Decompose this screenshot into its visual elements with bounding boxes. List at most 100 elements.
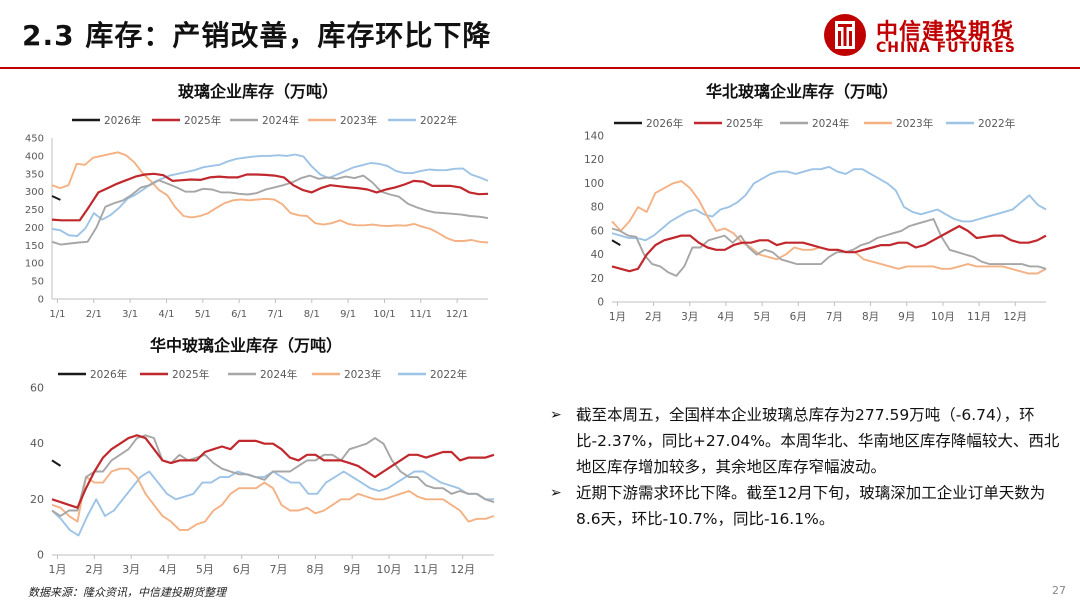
arrow-bullet-icon: ➢ [550, 485, 562, 501]
x-tick-label: 5/1 [195, 309, 211, 320]
data-source: 数据来源：隆众资讯，中信建投期货整理 [28, 586, 226, 599]
y-tick-label: 250 [25, 205, 44, 216]
x-tick-label: 2月 [645, 311, 662, 323]
y-tick-label: 40 [30, 437, 44, 450]
north-inventory-chart: 0 20 40 60 80 100 120 140 1月 2月 3月 4月 5月 6月 7月 8月 9月 10月 1… [584, 117, 1047, 323]
x-tick-label: 5月 [196, 563, 214, 576]
x-tick-label: 8月 [306, 563, 324, 576]
x-tick-label: 11月 [413, 563, 438, 576]
x-tick-label: 12月 [1003, 311, 1027, 323]
x-tick-label: 8/1 [304, 309, 320, 320]
y-tick-label: 0 [37, 549, 44, 562]
y-tick-label: 80 [591, 202, 604, 214]
legend-label: 2024年 [260, 368, 297, 381]
central-chart-title: 华中玻璃企业库存（万吨） [150, 336, 343, 355]
series-line-2026 [51, 459, 62, 467]
y-tick-label: 350 [25, 169, 44, 180]
series-line-2026 [51, 195, 61, 201]
y-tick-label: 100 [584, 178, 604, 190]
central-inventory-chart: 0 20 40 60 1月 2月 3月 4月 5月 6月 7月 8月 9月 10月 11月 12月 2026年 2… [30, 368, 495, 576]
y-tick-label: 60 [30, 382, 44, 395]
y-tick-label: 150 [25, 241, 44, 252]
legend-label: 2026年 [646, 117, 683, 130]
x-tick-label: 5月 [753, 311, 770, 323]
y-tick-label: 120 [584, 154, 604, 166]
series-line-2023 [51, 467, 495, 531]
x-tick-label: 2月 [85, 563, 103, 576]
x-tick-label: 3月 [122, 563, 140, 576]
x-tick-label: 4月 [159, 563, 177, 576]
y-tick-label: 400 [25, 151, 44, 162]
x-tick-label: 9月 [343, 563, 361, 576]
legend-label: 2024年 [262, 114, 299, 127]
logo-chinese-name: 中信建投期货 [876, 20, 1015, 45]
y-tick-label: 0 [597, 297, 604, 309]
series-line-2023 [51, 151, 489, 244]
x-tick-label: 7/1 [267, 309, 283, 320]
national-chart-title: 玻璃企业库存（万吨） [178, 82, 339, 101]
y-tick-label: 450 [25, 134, 44, 145]
legend-label: 2026年 [104, 114, 141, 127]
x-tick-label: 9/1 [340, 309, 356, 320]
legend-label: 2023年 [896, 117, 933, 130]
legend-label: 2022年 [978, 117, 1015, 130]
x-tick-label: 11月 [967, 311, 991, 323]
series-line-2026 [611, 239, 621, 246]
legend-label: 2025年 [172, 368, 209, 381]
commentary: ➢ 截至本周五，全国样本企业玻璃总库存为277.59万吨（-6.74），环比-2… [548, 402, 1060, 532]
header-divider [0, 67, 1080, 69]
x-tick-label: 12/1 [446, 309, 468, 320]
series-line-2025 [51, 434, 495, 509]
x-tick-label: 6月 [790, 311, 807, 323]
x-tick-label: 10月 [931, 311, 955, 323]
x-tick-label: 11/1 [410, 309, 432, 320]
y-tick-label: 0 [38, 295, 44, 306]
commentary-text: 近期下游需求环比下降。截至12月下旬，玻璃深加工企业订单天数为8.6天，环比-1… [576, 484, 1046, 528]
legend-label: 2023年 [344, 368, 381, 381]
legend-label: 2025年 [184, 114, 221, 127]
series-line-2022 [51, 153, 489, 237]
x-tick-label: 7月 [270, 563, 288, 576]
brand-logo: 中信建投期货 CHINA FUTURES [822, 12, 1072, 60]
y-tick-label: 20 [591, 273, 604, 285]
x-tick-label: 9月 [898, 311, 915, 323]
commentary-item: ➢ 近期下游需求环比下降。截至12月下旬，玻璃深加工企业订单天数为8.6天，环比… [548, 480, 1060, 532]
x-tick-label: 1/1 [49, 309, 65, 320]
legend-label: 2024年 [812, 117, 849, 130]
commentary-item: ➢ 截至本周五，全国样本企业玻璃总库存为277.59万吨（-6.74），环比-2… [548, 402, 1060, 480]
x-tick-label: 10/1 [373, 309, 395, 320]
x-tick-label: 12月 [450, 563, 475, 576]
national-inventory-chart: 0 50 100 150 200 250 300 350 400 450 1/1 2/1 3/1 4/1 5… [25, 114, 489, 320]
y-tick-label: 20 [30, 493, 44, 506]
y-tick-label: 140 [584, 131, 604, 143]
series-line-2025 [51, 172, 489, 222]
y-tick-label: 60 [591, 225, 604, 237]
series-line-2024 [611, 218, 1047, 277]
x-tick-label: 3月 [681, 311, 698, 323]
series-line-2022 [611, 165, 1047, 242]
page-title: 2.3 库存：产销改善，库存环比下降 [22, 19, 492, 52]
x-tick-label: 6月 [233, 563, 251, 576]
x-tick-label: 1月 [49, 563, 67, 576]
x-tick-label: 10月 [377, 563, 402, 576]
series-line-2023 [611, 180, 1047, 275]
logo-english-name: CHINA FUTURES [876, 40, 1016, 56]
citic-logo-icon [824, 14, 866, 56]
series-line-2025 [611, 224, 1047, 273]
arrow-bullet-icon: ➢ [550, 407, 562, 423]
series-line-2022 [51, 470, 494, 537]
y-tick-label: 100 [25, 259, 44, 270]
commentary-text: 截至本周五，全国样本企业玻璃总库存为277.59万吨（-6.74），环比-2.3… [576, 406, 1060, 476]
x-tick-label: 7月 [826, 311, 843, 323]
legend-label: 2022年 [430, 368, 467, 381]
legend-label: 2025年 [726, 117, 763, 130]
y-tick-label: 40 [591, 249, 604, 261]
x-tick-label: 4月 [717, 311, 734, 323]
x-tick-label: 1月 [609, 311, 626, 323]
y-tick-label: 200 [25, 223, 44, 234]
x-tick-label: 2/1 [86, 309, 102, 320]
series-line-2024 [51, 174, 489, 246]
x-tick-label: 3/1 [122, 309, 138, 320]
legend-label: 2026年 [90, 368, 127, 381]
y-tick-label: 50 [31, 277, 44, 288]
